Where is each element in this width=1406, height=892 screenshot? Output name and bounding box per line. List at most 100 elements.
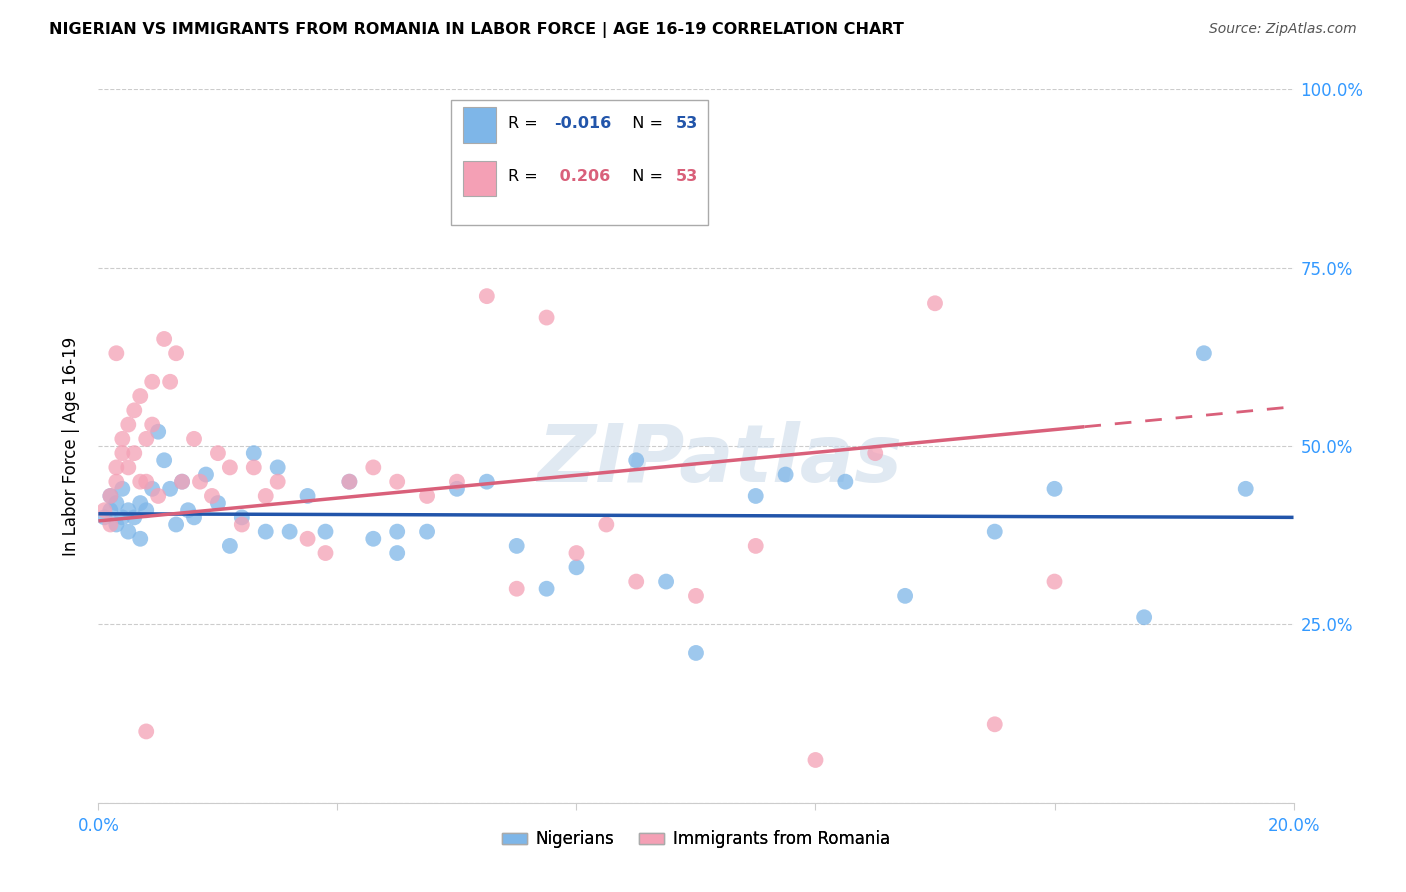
Text: Source: ZipAtlas.com: Source: ZipAtlas.com — [1209, 22, 1357, 37]
Point — [93, 503, 115, 517]
Text: N =: N = — [621, 169, 668, 185]
Point — [124, 403, 146, 417]
Text: NIGERIAN VS IMMIGRANTS FROM ROMANIA IN LABOR FORCE | AGE 16-19 CORRELATION CHART: NIGERIAN VS IMMIGRANTS FROM ROMANIA IN L… — [49, 22, 904, 38]
Point — [1043, 482, 1066, 496]
Point — [894, 589, 917, 603]
Point — [924, 296, 946, 310]
Text: R =: R = — [509, 116, 543, 131]
Point — [315, 546, 337, 560]
Point — [141, 375, 163, 389]
Point — [243, 446, 266, 460]
Y-axis label: In Labor Force | Age 16-19: In Labor Force | Age 16-19 — [62, 336, 80, 556]
Point — [297, 489, 319, 503]
Point — [129, 389, 152, 403]
Text: 53: 53 — [676, 169, 697, 185]
Point — [297, 532, 319, 546]
Point — [111, 432, 134, 446]
Point — [141, 417, 163, 432]
Point — [565, 546, 588, 560]
Point — [385, 546, 409, 560]
Point — [804, 753, 827, 767]
Point — [177, 503, 200, 517]
Point — [117, 417, 139, 432]
Point — [231, 517, 253, 532]
Point — [105, 475, 128, 489]
Point — [129, 475, 152, 489]
FancyBboxPatch shape — [463, 107, 496, 143]
Point — [219, 460, 242, 475]
Point — [1192, 346, 1215, 360]
Point — [135, 503, 157, 517]
Point — [188, 475, 211, 489]
Point — [446, 475, 468, 489]
FancyBboxPatch shape — [451, 100, 709, 225]
Point — [148, 425, 170, 439]
Point — [385, 475, 409, 489]
Point — [1133, 610, 1156, 624]
Point — [111, 482, 134, 496]
Text: N =: N = — [621, 116, 668, 131]
Point — [475, 475, 498, 489]
Point — [207, 496, 229, 510]
Point — [135, 432, 157, 446]
Point — [124, 510, 146, 524]
Point — [153, 332, 176, 346]
Point — [117, 460, 139, 475]
Text: 53: 53 — [676, 116, 697, 131]
Point — [416, 489, 439, 503]
Point — [148, 489, 170, 503]
Point — [339, 475, 361, 489]
Point — [1043, 574, 1066, 589]
Point — [172, 475, 194, 489]
Point — [865, 446, 887, 460]
Point — [506, 539, 529, 553]
Point — [105, 517, 128, 532]
Point — [105, 346, 128, 360]
Point — [745, 489, 768, 503]
Point — [172, 475, 194, 489]
Point — [129, 532, 152, 546]
Point — [775, 467, 797, 482]
Point — [984, 717, 1007, 731]
Point — [536, 310, 558, 325]
Point — [135, 475, 157, 489]
Point — [93, 510, 115, 524]
Text: -0.016: -0.016 — [554, 116, 612, 131]
Point — [254, 489, 277, 503]
Point — [416, 524, 439, 539]
Point — [201, 489, 224, 503]
Point — [834, 475, 856, 489]
Point — [111, 446, 134, 460]
Point — [111, 510, 134, 524]
Point — [98, 489, 122, 503]
Point — [183, 510, 205, 524]
Point — [183, 432, 205, 446]
Point — [339, 475, 361, 489]
Point — [267, 475, 290, 489]
Point — [446, 482, 468, 496]
Point — [363, 460, 385, 475]
Point — [117, 524, 139, 539]
Point — [219, 539, 242, 553]
Point — [98, 503, 122, 517]
Point — [231, 510, 253, 524]
Point — [745, 539, 768, 553]
Point — [207, 446, 229, 460]
Text: 0.206: 0.206 — [554, 169, 610, 185]
Point — [315, 524, 337, 539]
Point — [1234, 482, 1257, 496]
Point — [195, 467, 218, 482]
Point — [98, 517, 122, 532]
Point — [129, 496, 152, 510]
Text: R =: R = — [509, 169, 543, 185]
Point — [363, 532, 385, 546]
Point — [565, 560, 588, 574]
Point — [135, 724, 157, 739]
Point — [595, 517, 617, 532]
Point — [626, 574, 648, 589]
Point — [243, 460, 266, 475]
Point — [685, 589, 707, 603]
Point — [536, 582, 558, 596]
Point — [165, 517, 187, 532]
FancyBboxPatch shape — [463, 161, 496, 196]
